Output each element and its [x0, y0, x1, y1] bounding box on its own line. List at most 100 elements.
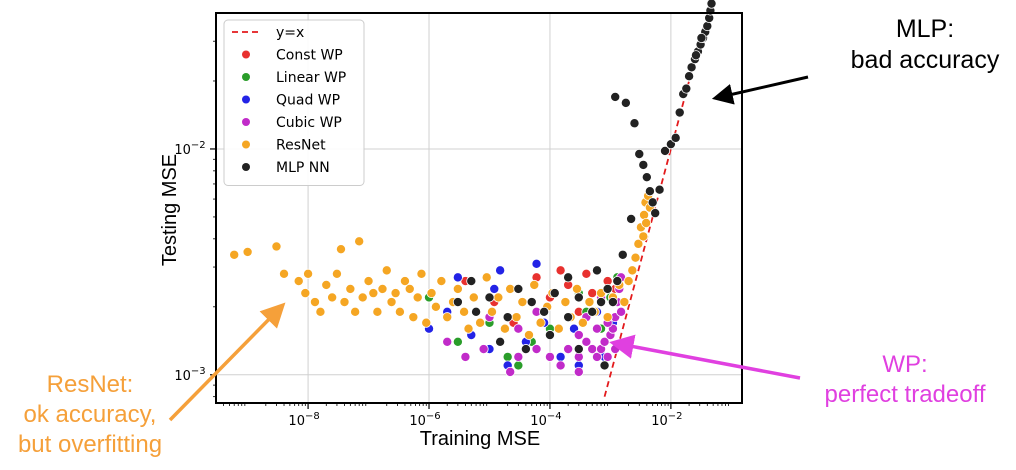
data-point: [627, 265, 638, 276]
wp-annotation-line-1: WP:: [882, 351, 928, 378]
data-point: [321, 279, 332, 290]
data-point: [623, 276, 634, 287]
data-point: [573, 330, 584, 341]
data-point: [573, 366, 584, 377]
data-point: [466, 276, 477, 287]
data-point: [641, 218, 652, 229]
data-point: [293, 276, 304, 287]
data-point: [670, 132, 681, 143]
data-point: [436, 276, 447, 287]
legend: y=x Const WP Linear WP Quad WP Cubic WP ResNe…: [223, 19, 365, 186]
data-point: [681, 83, 692, 94]
legend-label: MLP NN: [276, 160, 330, 176]
legend-label: Const WP: [276, 48, 343, 64]
data-point: [489, 283, 500, 294]
data-point: [452, 336, 463, 347]
legend-label: Cubic WP: [276, 115, 342, 131]
data-point: [300, 288, 311, 299]
data-point: [592, 351, 603, 362]
data-point: [442, 312, 453, 323]
data-point: [452, 272, 463, 283]
data-point: [616, 306, 627, 317]
data-point: [426, 288, 437, 299]
data-point: [555, 265, 566, 276]
wp-annotation: WP: perfect tradeoff: [800, 350, 1010, 410]
data-point: [633, 238, 644, 249]
data-point: [610, 344, 621, 355]
data-point: [416, 268, 427, 279]
data-point: [563, 272, 574, 283]
data-point: [599, 360, 610, 371]
data-point: [386, 297, 397, 308]
data-point: [587, 306, 598, 317]
data-point: [560, 297, 571, 308]
data-point: [607, 297, 618, 308]
legend-swatch: [242, 95, 250, 104]
data-point: [408, 312, 419, 323]
data-point: [674, 107, 685, 118]
data-point: [602, 351, 613, 362]
data-point: [309, 297, 320, 308]
data-point: [242, 246, 253, 257]
data-point: [471, 306, 482, 317]
data-point: [526, 297, 537, 308]
data-point: [372, 306, 383, 317]
data-point: [505, 366, 516, 377]
data-point: [394, 306, 405, 317]
legend-swatch: [242, 163, 250, 171]
data-point: [544, 330, 555, 341]
data-point: [381, 265, 392, 276]
data-point: [549, 288, 560, 299]
data-point: [502, 312, 513, 323]
data-point: [478, 344, 489, 355]
data-point: [399, 276, 410, 287]
data-point: [335, 244, 346, 255]
data-point: [459, 306, 470, 317]
data-point: [484, 292, 495, 303]
data-point: [531, 258, 542, 269]
data-point: [475, 317, 486, 328]
x-tick-label: 10−8: [288, 411, 319, 429]
data-point: [529, 279, 540, 290]
data-point: [555, 351, 566, 362]
data-point: [660, 145, 671, 156]
data-point: [634, 148, 645, 159]
data-point: [412, 292, 423, 303]
data-point: [229, 249, 240, 260]
data-point: [452, 297, 463, 308]
data-point: [544, 351, 555, 362]
x-tick-label: 10−4: [530, 411, 561, 429]
legend-label: ResNet: [276, 138, 326, 154]
legend-box: [223, 19, 365, 186]
data-point: [596, 297, 607, 308]
x-tick-label: 10−2: [651, 411, 682, 429]
data-point: [350, 306, 361, 317]
resnet-annotation-line-1: ResNet:: [46, 371, 134, 398]
data-point: [421, 317, 432, 328]
data-point: [650, 208, 661, 219]
data-point: [573, 344, 584, 355]
legend-swatch: [242, 50, 250, 59]
data-point: [499, 323, 510, 334]
data-point: [617, 249, 628, 260]
resnet-annotation-line-3: but overfitting: [17, 431, 163, 458]
resnet-annotation-line-2: ok accuracy,: [23, 401, 157, 428]
legend-swatch: [242, 73, 250, 81]
data-point: [357, 292, 368, 303]
data-point: [584, 297, 595, 308]
data-point: [696, 32, 707, 43]
data-point: [612, 276, 623, 287]
data-point: [331, 268, 342, 279]
data-point: [486, 306, 497, 317]
data-point: [581, 336, 592, 347]
data-point: [684, 71, 695, 82]
data-point: [592, 323, 603, 334]
data-point: [327, 292, 338, 303]
data-point: [520, 344, 531, 355]
wp-annotation-line-2: perfect tradeoff: [824, 381, 986, 408]
wp-arrow: [609, 334, 801, 380]
data-point: [523, 330, 534, 341]
data-point: [460, 351, 471, 362]
data-point: [610, 91, 621, 102]
